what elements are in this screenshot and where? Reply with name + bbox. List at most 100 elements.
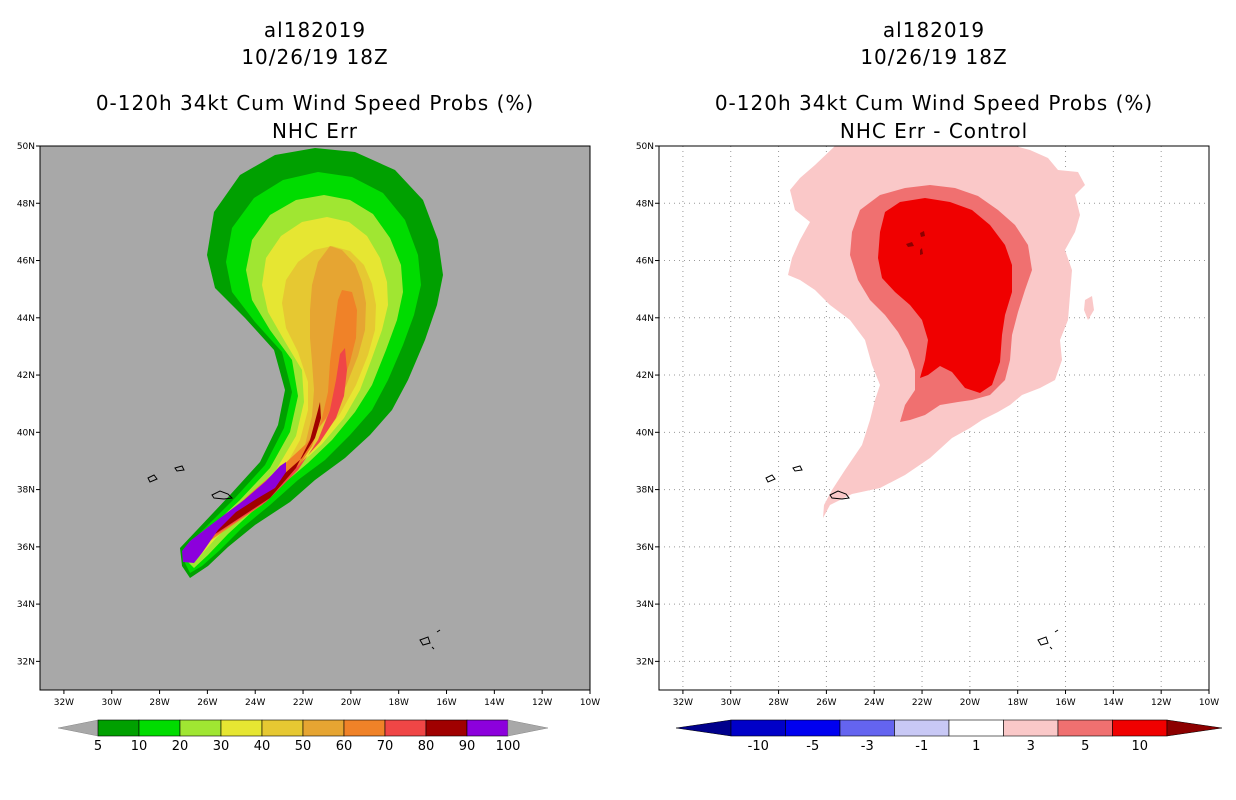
left-ytick-label: 40N (17, 428, 35, 438)
right-ytick-label: 38N (636, 486, 654, 496)
right-ytick-label: 36N (636, 543, 654, 553)
right-colorbar: -10 -5 -3 -1 1 3 5 10 (675, 719, 1223, 754)
left-colorbar-label: 10 (131, 739, 148, 754)
left-colorbar-swatch (220, 719, 263, 737)
left-ytick-label: 50N (17, 142, 35, 152)
right-coastlines (765, 465, 1059, 650)
left-colorbar-label: 50 (295, 739, 312, 754)
left-ytick-label: 34N (17, 600, 35, 610)
right-colorbar-label: -5 (806, 739, 819, 754)
right-colorbar-label: -1 (915, 739, 928, 754)
right-xtick-label: 18W (1008, 698, 1028, 708)
right-ytick-label: 42N (636, 371, 654, 381)
right-colorbar-swatch (1057, 719, 1113, 737)
diff-band-10-plus (906, 231, 925, 255)
left-map-axes: 32W 30W 28W 26W 24W 22W 20W 18W 16W 14W 12W 10W 32N 3… (17, 142, 600, 708)
left-colorbar-max-arrow (507, 719, 549, 737)
left-colorbar-label: 80 (418, 739, 435, 754)
left-colorbar-swatch (179, 719, 222, 737)
panel-1-subtitle: NHC Err (271, 119, 359, 143)
left-colorbar-swatch (138, 719, 181, 737)
left-xtick-label: 20W (341, 698, 361, 708)
right-ytick-label: 44N (636, 314, 654, 324)
left-xtick-label: 12W (532, 698, 552, 708)
left-xtick-label: 32W (54, 698, 74, 708)
right-colorbar-label: 10 (1131, 739, 1148, 754)
right-colorbar-swatch (1112, 719, 1168, 737)
prob-band-50 (193, 246, 366, 555)
left-xtick-label: 18W (389, 698, 409, 708)
panel-1-storm-id: al182019 (263, 18, 367, 42)
left-xtick-label: 30W (102, 698, 122, 708)
diff-band-1-3-island (1084, 296, 1094, 320)
left-ytick-label: 36N (17, 543, 35, 553)
right-colorbar-min-arrow (675, 719, 732, 737)
panel-2-product: 0-120h 34kt Cum Wind Speed Probs (%) (714, 91, 1154, 115)
left-colorbar-label: 5 (94, 739, 102, 754)
left-ytick-label: 44N (17, 314, 35, 324)
right-map-frame (658, 145, 1210, 691)
left-colorbar-swatch (384, 719, 427, 737)
right-xtick-label: 12W (1151, 698, 1171, 708)
right-ytick-label: 32N (636, 657, 654, 667)
panel-2-subtitle: NHC Err - Control (839, 119, 1029, 143)
right-ytick-label: 34N (636, 600, 654, 610)
prob-band-90 (182, 462, 286, 563)
left-xtick-label: 28W (149, 698, 169, 708)
left-ytick-label: 32N (17, 657, 35, 667)
right-map-axes: 32W 30W 28W 26W 24W 22W 20W 18W 16W 14W 12W 10W 32N 3… (636, 142, 1219, 708)
right-colorbar-swatch (1003, 719, 1059, 737)
right-colorbar-label: 5 (1081, 739, 1089, 754)
right-xtick-label: 28W (768, 698, 788, 708)
left-colorbar-swatch (425, 719, 468, 737)
right-xtick-label: 16W (1055, 698, 1075, 708)
left-xtick-label: 16W (436, 698, 456, 708)
left-colorbar-swatch (97, 719, 140, 737)
right-colorbar-label: -3 (861, 739, 874, 754)
panel-1-product: 0-120h 34kt Cum Wind Speed Probs (%) (95, 91, 535, 115)
right-xtick-label: 20W (960, 698, 980, 708)
right-xtick-label: 30W (721, 698, 741, 708)
left-coastlines (147, 465, 441, 650)
right-colorbar-swatch (948, 719, 1004, 737)
left-colorbar-label: 40 (254, 739, 271, 754)
right-colorbar-label: -10 (748, 739, 769, 754)
right-colorbar-swatch (894, 719, 950, 737)
left-colorbar-swatch (466, 719, 509, 737)
left-colorbar-swatch (302, 719, 345, 737)
right-ytick-label: 50N (636, 142, 654, 152)
panel-2-datetime: 10/26/19 18Z (860, 45, 1008, 69)
left-colorbar-label: 60 (336, 739, 353, 754)
right-ytick-label: 48N (636, 199, 654, 209)
right-colorbar-swatch (730, 719, 786, 737)
right-ytick-label: 40N (636, 428, 654, 438)
left-colorbar-label: 90 (459, 739, 476, 754)
left-xtick-label: 14W (484, 698, 504, 708)
left-xtick-label: 10W (580, 698, 600, 708)
right-colorbar-swatch (785, 719, 841, 737)
prob-band-60 (196, 290, 357, 553)
left-map-frame (39, 145, 591, 691)
right-colorbar-max-arrow (1166, 719, 1223, 737)
left-ytick-label: 38N (17, 486, 35, 496)
left-ytick-label: 48N (17, 199, 35, 209)
left-ytick-label: 46N (17, 257, 35, 267)
left-colorbar-label: 20 (172, 739, 189, 754)
right-xtick-label: 22W (912, 698, 932, 708)
right-xtick-label: 10W (1199, 698, 1219, 708)
right-xtick-label: 26W (816, 698, 836, 708)
left-ytick-label: 42N (17, 371, 35, 381)
left-xtick-label: 24W (245, 698, 265, 708)
left-xtick-label: 26W (197, 698, 217, 708)
panel-1-datetime: 10/26/19 18Z (241, 45, 389, 69)
left-colorbar-label: 100 (496, 739, 521, 754)
left-map: 32W 30W 28W 26W 24W 22W 20W 18W 16W 14W 12W 10W 32N 3… (17, 142, 600, 708)
right-xtick-label: 24W (864, 698, 884, 708)
left-colorbar-label: 70 (377, 739, 394, 754)
left-colorbar-label: 30 (213, 739, 230, 754)
right-colorbar-label: 3 (1027, 739, 1035, 754)
left-colorbar-swatch (261, 719, 304, 737)
left-xtick-label: 22W (293, 698, 313, 708)
right-ytick-label: 46N (636, 257, 654, 267)
